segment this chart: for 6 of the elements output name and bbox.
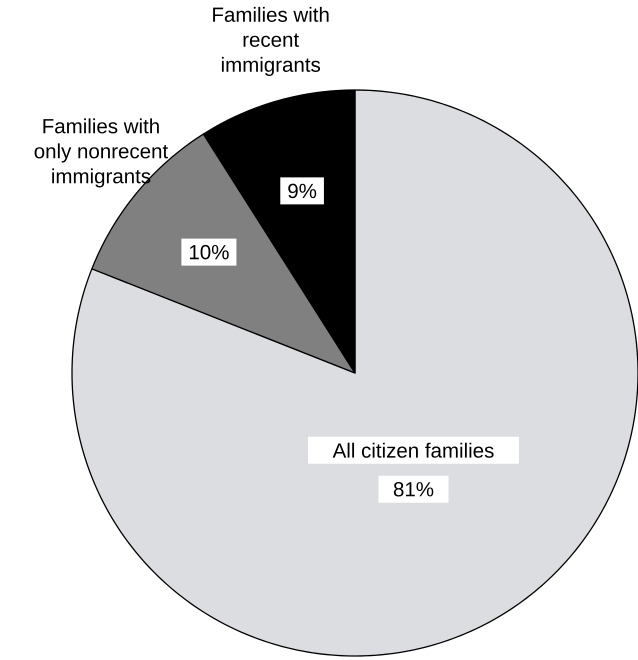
slice-label: Families with only nonrecent immigrants [34, 118, 168, 188]
data-label: 9% [288, 184, 316, 198]
slice-label: Families with recent immigrants [213, 6, 329, 76]
data-label: 81% [394, 482, 434, 496]
data-label: 10% [190, 244, 229, 260]
slice-label: All citizen families [332, 442, 494, 458]
